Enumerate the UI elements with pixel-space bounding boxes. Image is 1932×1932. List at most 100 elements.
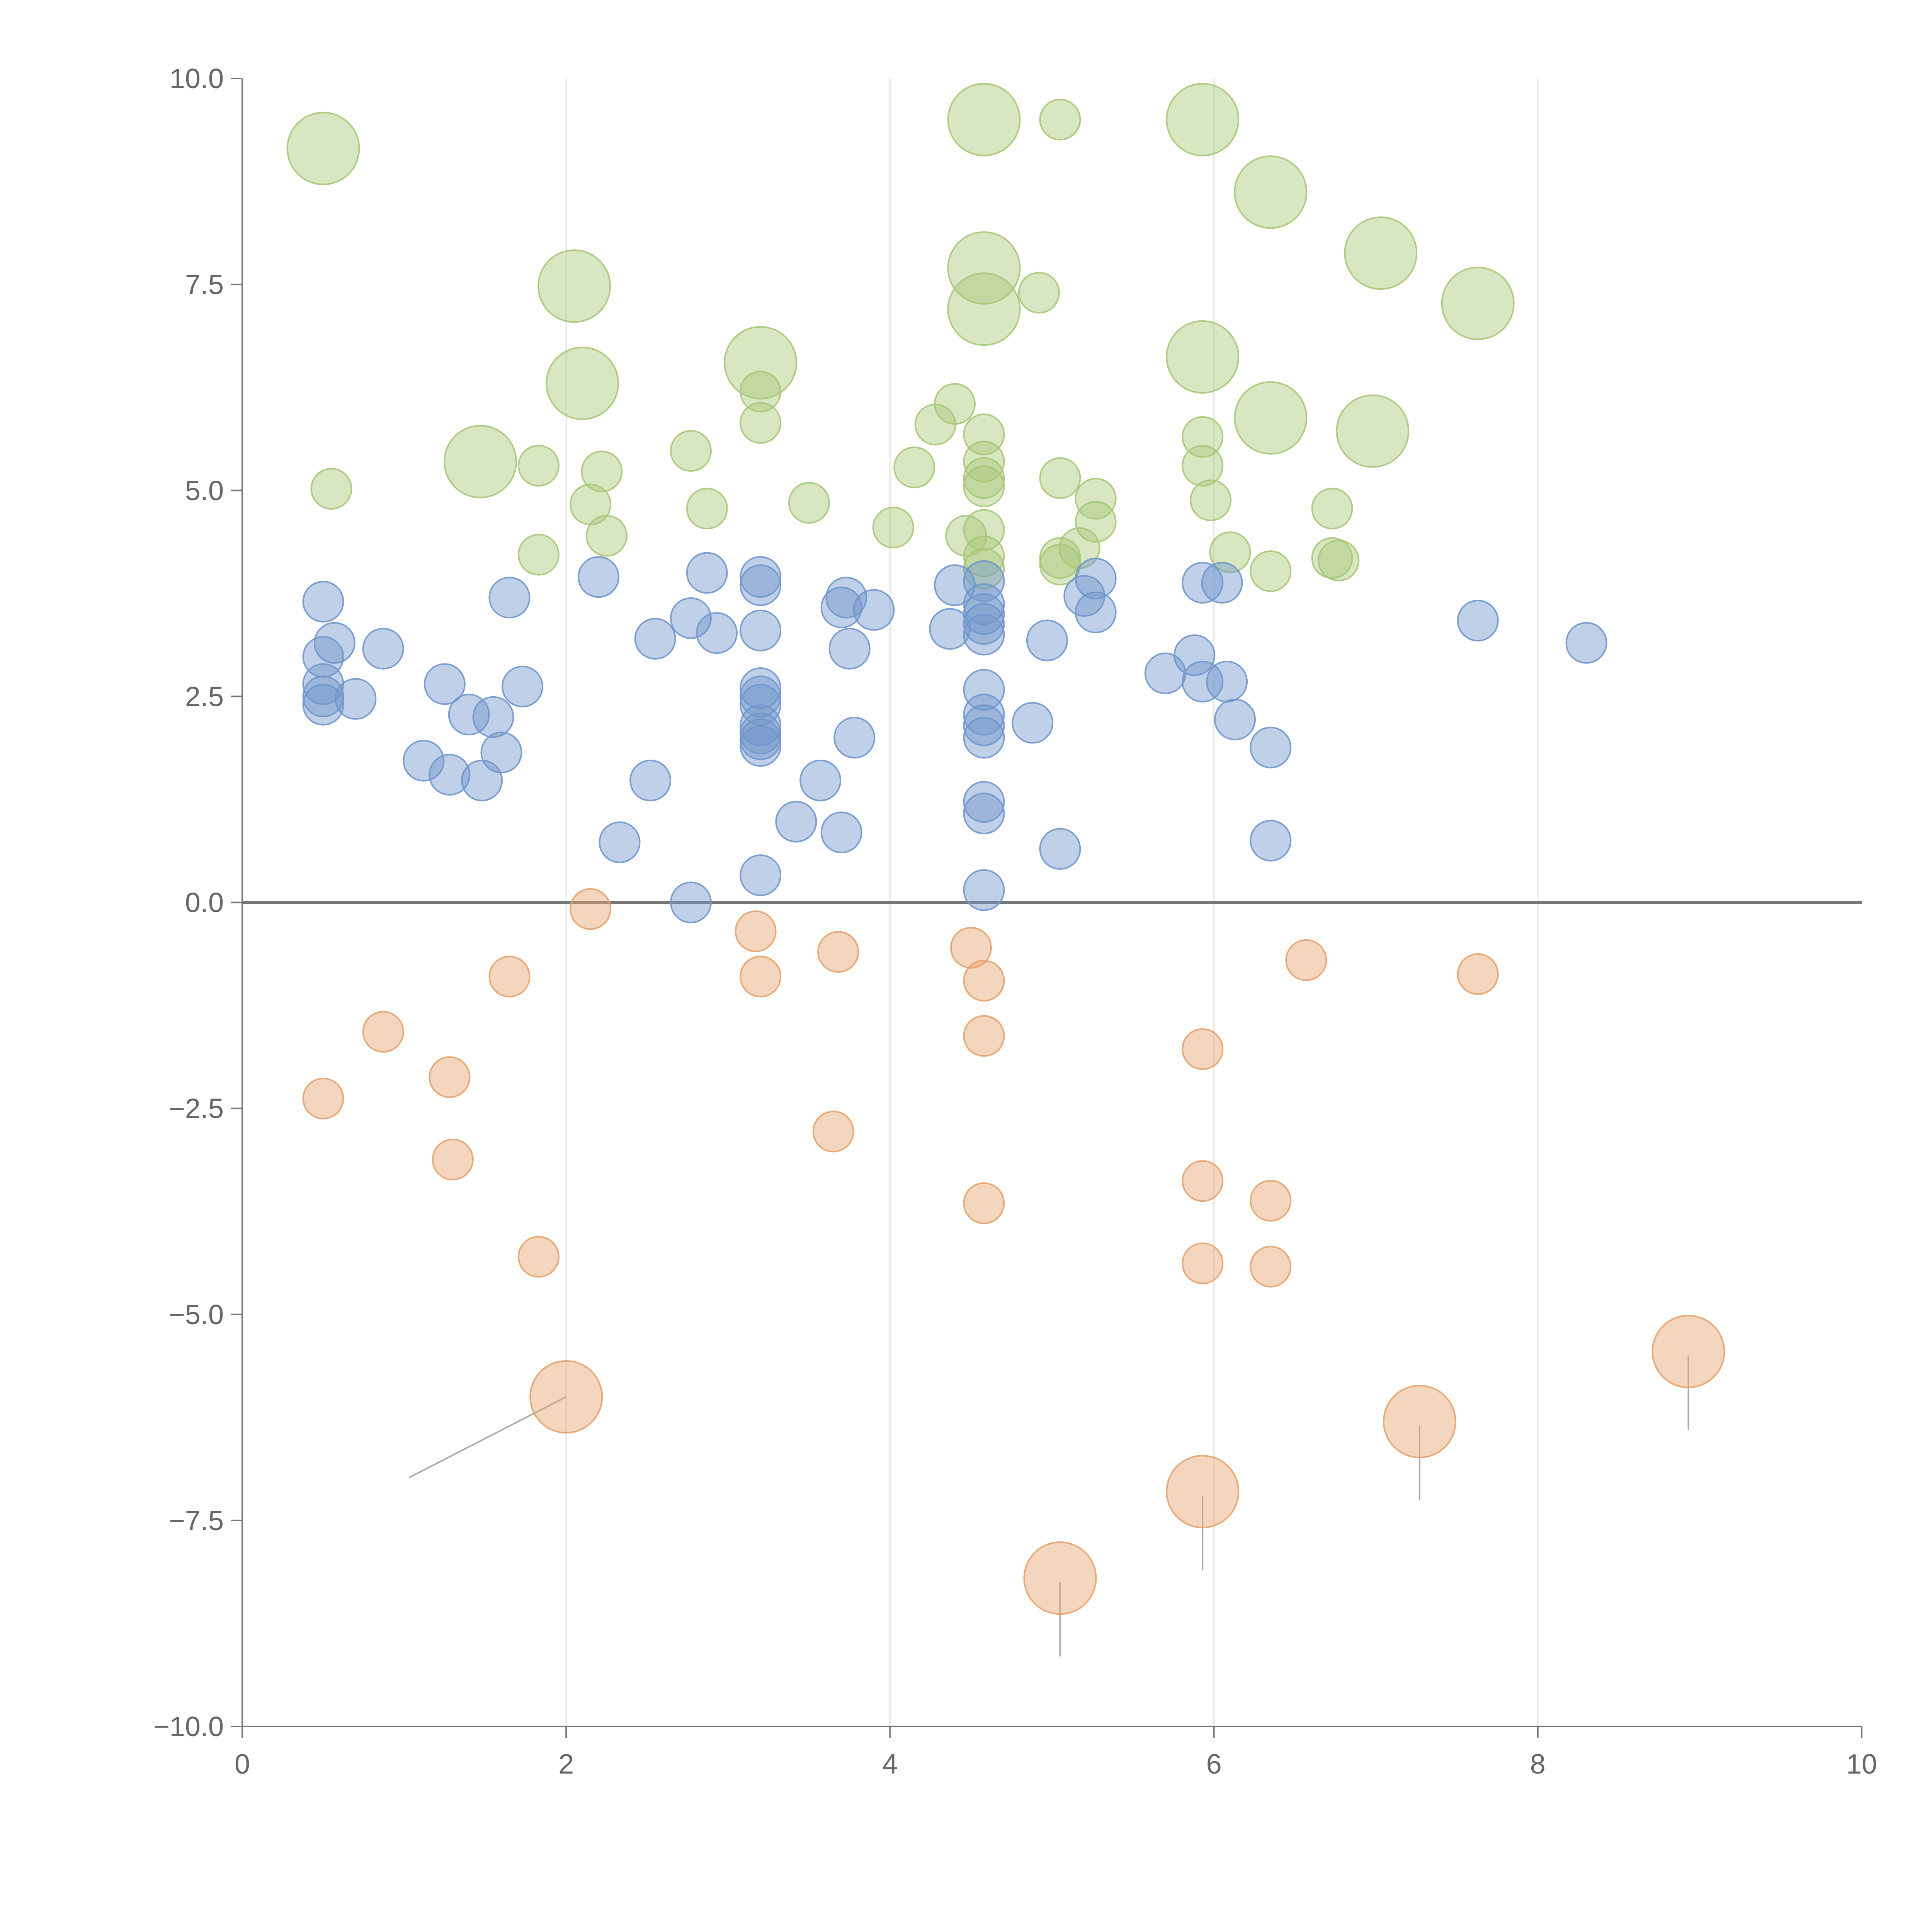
data-point-low (1182, 1242, 1224, 1284)
data-point-low (1383, 1384, 1456, 1458)
data-point-mid (634, 618, 676, 660)
data-point-low (950, 927, 992, 969)
data-point-high (286, 112, 360, 185)
x-tick-label: 4 (882, 1749, 898, 1780)
data-points (286, 83, 1725, 1615)
data-point-high (893, 446, 935, 488)
data-point-mid (696, 612, 738, 654)
data-point-high (1182, 416, 1224, 458)
data-point-high (1075, 478, 1117, 520)
data-point-low (1182, 1160, 1224, 1202)
data-point-low (302, 1078, 344, 1120)
data-point-high (670, 430, 712, 472)
data-point-mid (670, 597, 712, 639)
data-point-high (740, 402, 782, 444)
data-point-high (1311, 488, 1353, 530)
data-point-high (581, 451, 623, 493)
data-point-low (362, 1011, 404, 1053)
data-point-mid (423, 663, 466, 705)
y-tick-label: −10.0 (153, 1711, 224, 1742)
data-point-mid (686, 552, 728, 594)
data-point-mid (775, 801, 817, 843)
y-tick-label: 2.5 (185, 681, 224, 712)
data-point-high (947, 231, 1021, 305)
data-point-mid (833, 717, 876, 759)
data-point-mid (740, 854, 782, 896)
data-point-high (517, 534, 560, 576)
x-tick-label: 8 (1530, 1749, 1546, 1780)
data-point-low (488, 956, 531, 998)
data-point-high (546, 347, 619, 420)
data-point-mid (403, 740, 445, 782)
data-point-mid (1201, 562, 1243, 604)
data-point-mid (963, 669, 1005, 711)
data-point-mid (302, 581, 344, 623)
data-point-mid (963, 781, 1005, 823)
data-point-mid (670, 881, 712, 923)
y-tick-label: 5.0 (185, 475, 224, 506)
data-point-mid (599, 821, 641, 863)
data-point-low (1023, 1541, 1097, 1615)
x-tick-label: 6 (1206, 1749, 1222, 1780)
data-point-high (1344, 216, 1418, 290)
data-point-high (310, 468, 352, 510)
y-tick-label: −7.5 (169, 1505, 224, 1536)
data-point-high (1234, 381, 1308, 455)
data-point-high (1075, 501, 1117, 543)
data-point-mid (740, 564, 782, 606)
data-point-low (1166, 1455, 1240, 1529)
data-point-mid (629, 759, 672, 801)
y-tick-label: −5.0 (169, 1299, 224, 1330)
data-point-high (1336, 394, 1410, 468)
data-point-mid (740, 725, 782, 767)
data-point-high (963, 440, 1005, 483)
data-point-mid (820, 587, 862, 629)
data-point-mid (963, 704, 1005, 747)
data-point-high (872, 507, 914, 549)
data-point-high (1250, 550, 1292, 592)
data-point-high (537, 249, 611, 323)
data-point-mid (963, 717, 1005, 759)
data-point-high (517, 445, 560, 487)
data-point-low (812, 1111, 854, 1153)
data-point-high (1018, 272, 1060, 314)
data-point-mid (1144, 652, 1186, 694)
data-point-high (1318, 539, 1360, 582)
data-point-mid (362, 628, 404, 670)
data-point-mid (963, 793, 1005, 835)
data-point-mid (1565, 622, 1607, 664)
data-point-mid (313, 622, 355, 664)
data-point-mid (1214, 699, 1256, 741)
data-point-high (1166, 320, 1240, 394)
x-tick-label: 2 (558, 1749, 574, 1780)
data-point-high (963, 465, 1005, 507)
data-point-low (517, 1236, 560, 1278)
leader-lines (408, 1355, 1689, 1656)
data-point-low (735, 910, 777, 952)
data-point-mid (1250, 820, 1292, 862)
data-point-high (1441, 267, 1515, 340)
data-point-low (1457, 953, 1499, 995)
data-point-high (788, 482, 830, 524)
data-point-low (432, 1138, 474, 1180)
data-point-mid (963, 603, 1005, 645)
data-point-low (1250, 1180, 1292, 1222)
data-point-high (740, 371, 782, 413)
y-tick-label: 0.0 (185, 888, 224, 918)
data-point-low (570, 888, 612, 930)
data-point-mid (963, 869, 1005, 911)
data-point-low (963, 960, 1005, 1002)
data-point-high (963, 535, 1005, 577)
data-point-high (1039, 99, 1081, 141)
data-point-mid (578, 556, 620, 598)
data-point-high (963, 509, 1005, 551)
data-point-low (963, 1182, 1005, 1224)
data-point-mid (461, 759, 503, 801)
data-point-mid (488, 577, 531, 619)
data-point-high (1234, 155, 1308, 229)
data-point-high (947, 83, 1021, 156)
y-tick-label: 10.0 (170, 63, 224, 94)
data-point-mid (963, 614, 1005, 656)
